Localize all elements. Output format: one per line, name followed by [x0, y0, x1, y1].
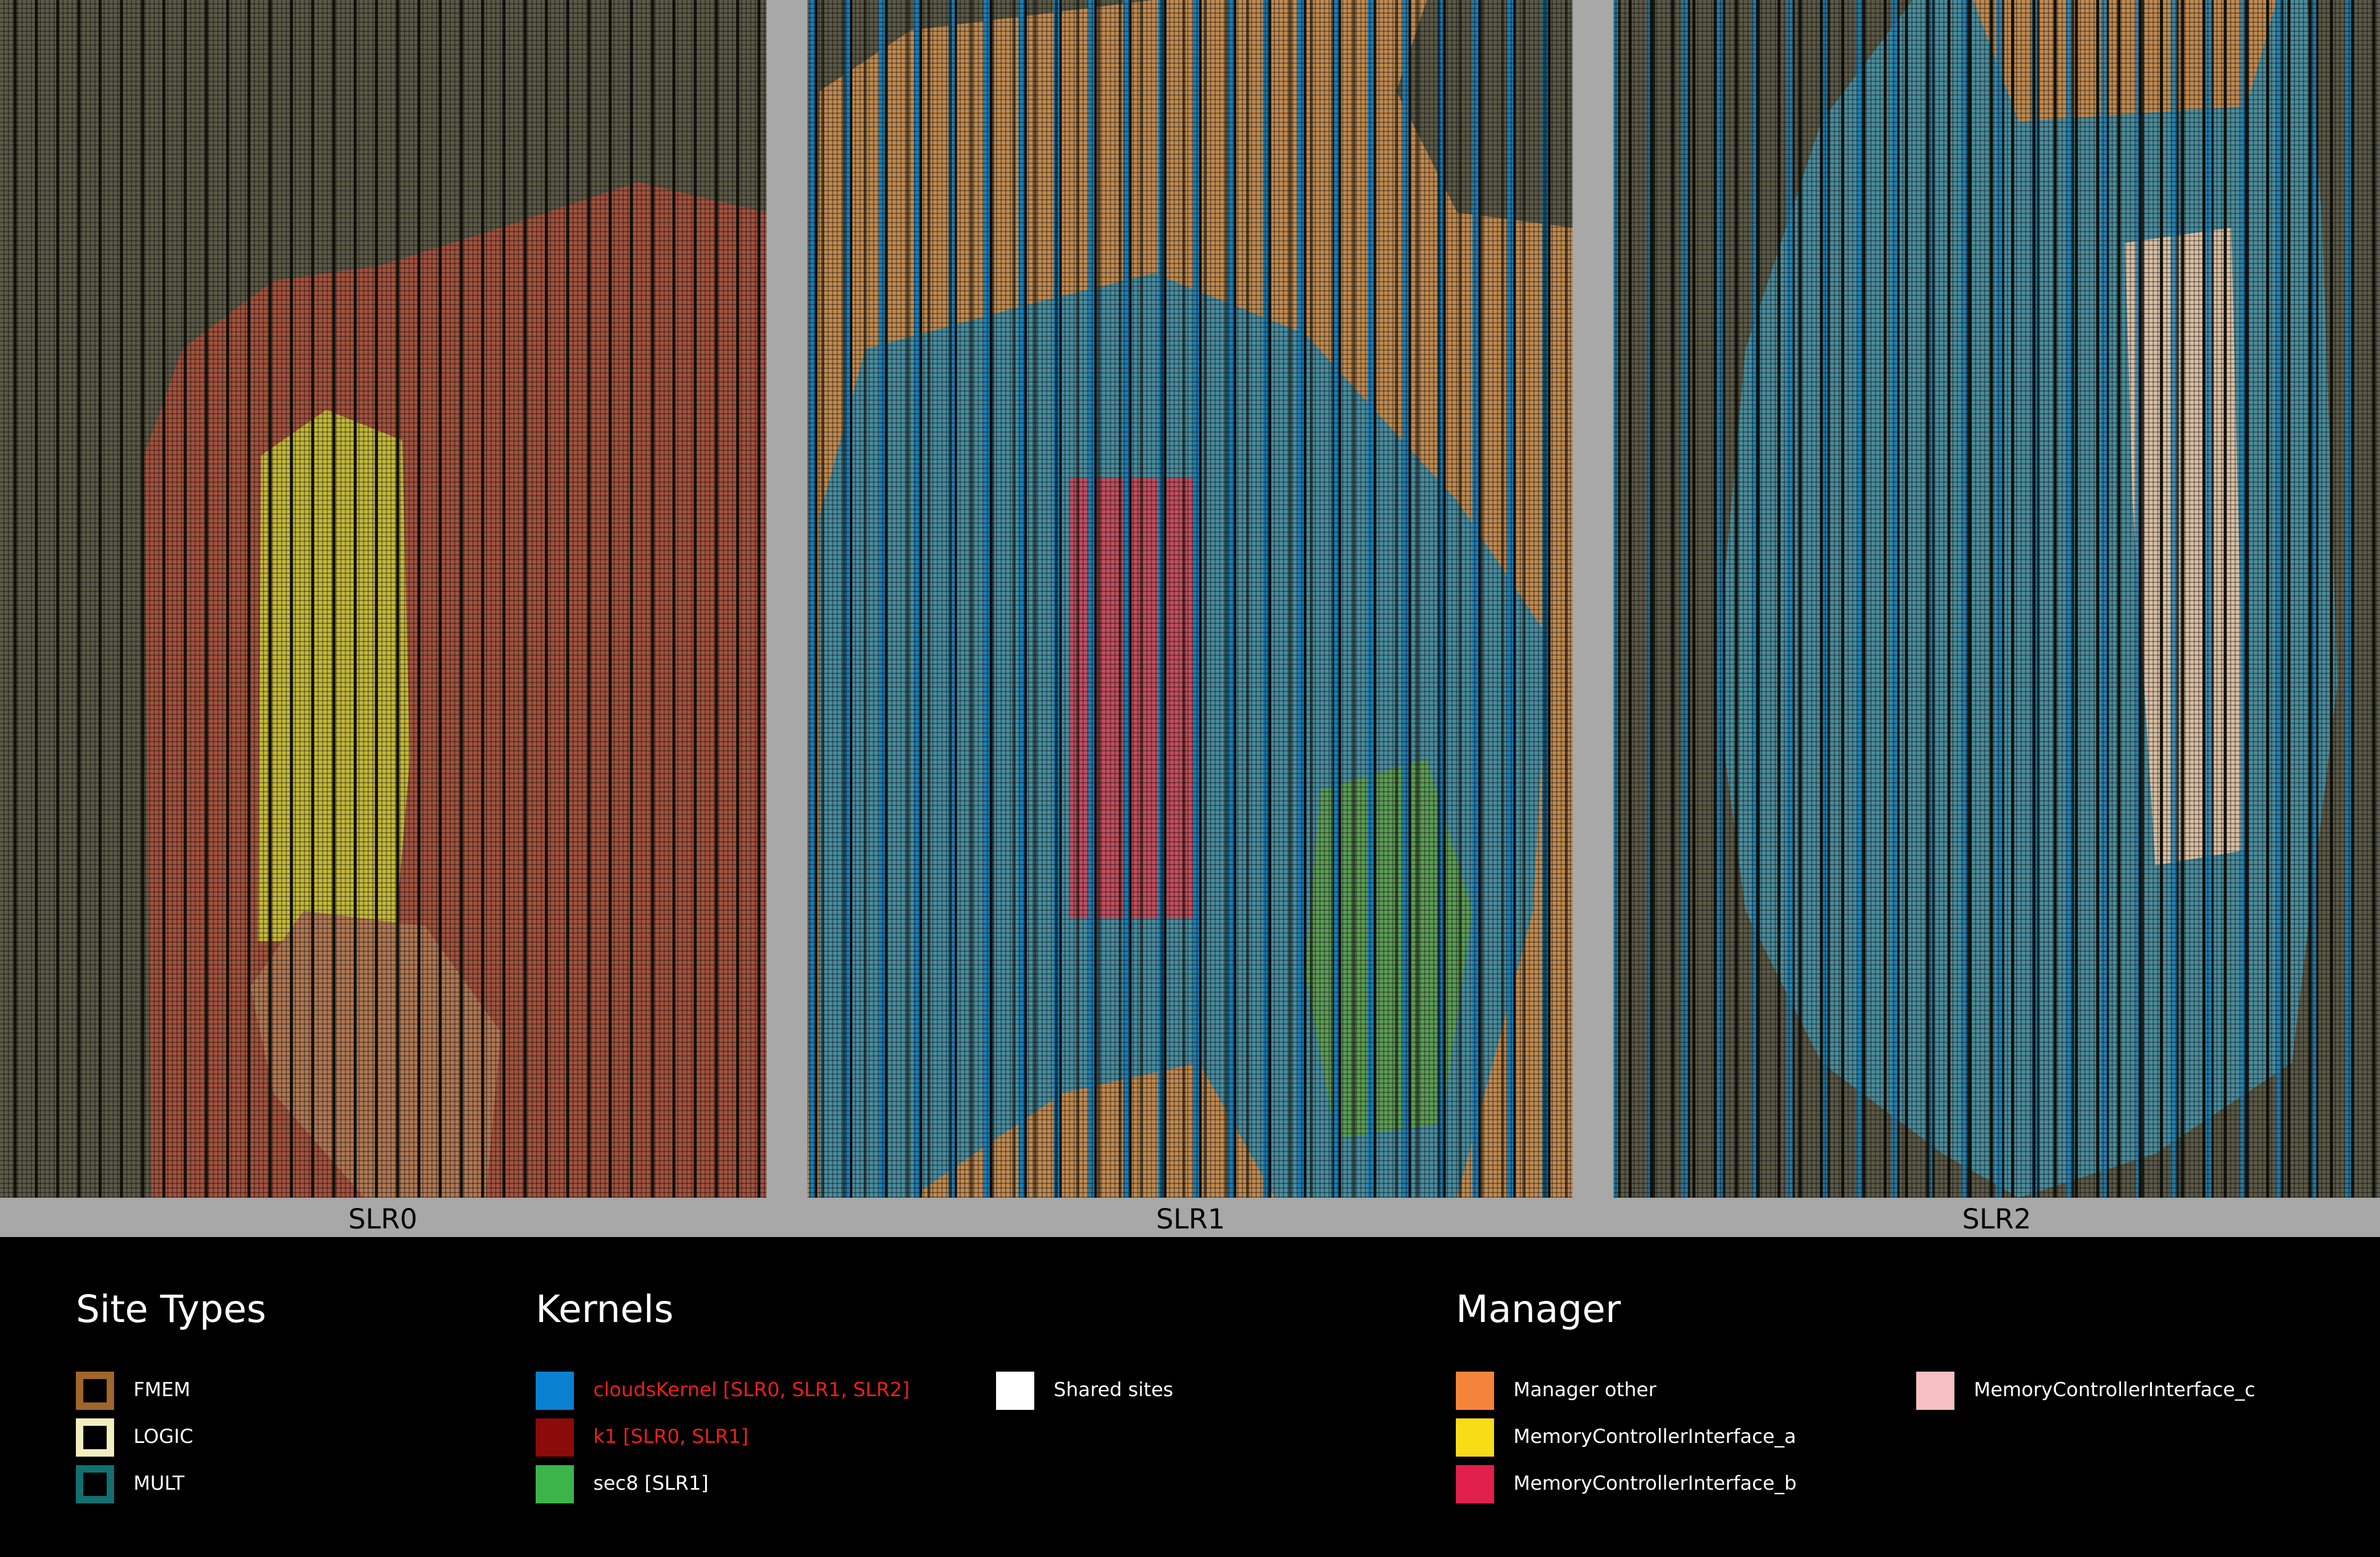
legend-swatch: [536, 1465, 574, 1503]
legend-label: MemoryControllerInterface_c: [1974, 1378, 2256, 1401]
legend-swatch: [536, 1372, 574, 1410]
slr1-map: [807, 0, 1573, 1198]
legend-label: MemoryControllerInterface_b: [1513, 1472, 1797, 1495]
legend-label: LOGIC: [133, 1425, 193, 1448]
legend: Site Types FMEM LOGIC MULT Kernels cloudsKern…: [0, 1237, 2380, 1557]
legend-swatch: [76, 1372, 114, 1410]
legend-label: MemoryControllerInterface_a: [1513, 1425, 1796, 1448]
legend-label: MULT: [133, 1472, 185, 1495]
legend-swatch: [1456, 1418, 1494, 1457]
panel-label: SLR2: [1962, 1203, 2031, 1235]
slr0-map: [0, 0, 767, 1198]
legend-label: FMEM: [133, 1378, 191, 1401]
legend-title: Site Types: [76, 1287, 266, 1331]
legend-title: Manager: [1456, 1287, 1621, 1331]
legend-swatch: [76, 1418, 114, 1457]
legend-swatch: [1456, 1372, 1494, 1410]
legend-swatch: [996, 1372, 1034, 1410]
legend-swatch: [1456, 1465, 1494, 1503]
legend-swatch: [1916, 1372, 1954, 1410]
legend-label: sec8 [SLR1]: [593, 1472, 709, 1495]
legend-label: k1 [SLR0, SLR1]: [593, 1425, 748, 1448]
legend-label: Shared sites: [1054, 1378, 1173, 1401]
legend-swatch: [76, 1465, 114, 1503]
panel-label: SLR1: [1156, 1203, 1225, 1235]
legend-label: Manager other: [1513, 1378, 1657, 1401]
legend-title: Kernels: [536, 1287, 674, 1331]
panel-label: SLR0: [348, 1203, 418, 1235]
slr2-map: [1613, 0, 2380, 1198]
legend-label: cloudsKernel [SLR0, SLR1, SLR2]: [593, 1378, 910, 1401]
floorplan: [0, 0, 2380, 1198]
floorplan-view: SLR0 SLR1 SLR2: [0, 0, 2380, 1237]
legend-swatch: [536, 1418, 574, 1457]
